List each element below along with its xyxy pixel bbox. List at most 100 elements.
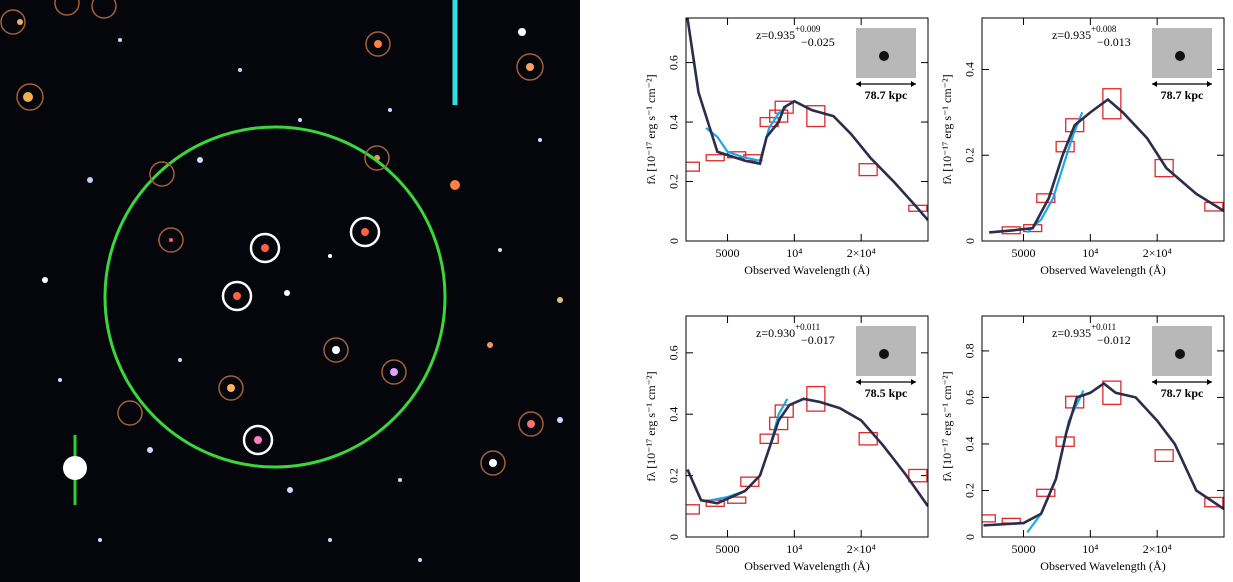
plot-frame <box>685 315 929 538</box>
redshift-label: z=0.935+0.009 <box>756 24 821 42</box>
photometry-box <box>982 514 996 523</box>
scale-label: 78.7 kpc <box>865 88 908 102</box>
photometry-box <box>727 496 747 504</box>
plot-frame <box>981 17 1225 242</box>
y-tick-label: 0.4 <box>667 407 681 422</box>
y-tick-label: 0.4 <box>963 436 977 451</box>
y-tick-label: 0.8 <box>963 343 977 358</box>
plot-area <box>989 88 1224 235</box>
y-tick-label: 0.6 <box>963 390 977 405</box>
redshift-err-plus: +0.008 <box>1091 24 1117 34</box>
scale-label: 78.7 kpc <box>1161 88 1204 102</box>
spectrum-line <box>1026 111 1084 234</box>
y-tick-label: 0.6 <box>667 345 681 360</box>
sed-panel: 5000 10⁴ 2×10⁴ 0 0.2 0.4 0.6 Observed Wavelengt… <box>644 17 929 277</box>
photometry-box <box>686 504 700 515</box>
x-tick-label: 2×10⁴ <box>1143 246 1172 260</box>
y-axis-label: fλ [10⁻¹⁷ erg s⁻¹ cm⁻²] <box>644 371 658 481</box>
photometry-box <box>705 154 725 162</box>
scale-label: 78.5 kpc <box>865 386 908 400</box>
redshift-err-plus: +0.009 <box>795 24 821 34</box>
x-axis-label: Observed Wavelength (Å) <box>744 263 869 277</box>
scale-label: 78.7 kpc <box>1161 386 1204 400</box>
redshift-value: z=0.930 <box>756 326 795 340</box>
x-axis-label: Observed Wavelength (Å) <box>1040 559 1165 573</box>
x-tick-label: 5000 <box>1012 542 1036 556</box>
model-line <box>983 381 1224 527</box>
photometry-box <box>686 161 700 172</box>
spectrum-line <box>705 106 787 162</box>
model-line <box>989 97 1224 234</box>
stars <box>17 19 563 562</box>
plot-frame <box>981 315 1225 538</box>
y-tick-label: 0.2 <box>667 468 681 483</box>
photometry-box <box>1204 496 1224 508</box>
x-tick-label: 10⁴ <box>786 246 802 260</box>
sed-panel: 5000 10⁴ 2×10⁴ 0 0.2 0.4 0.6 0.8 Observed Wavele… <box>940 315 1225 573</box>
x-tick-label: 2×10⁴ <box>847 542 876 556</box>
plot-area <box>686 18 928 222</box>
photometry-box <box>908 204 928 212</box>
cutout-galaxy <box>1175 51 1185 61</box>
cutout-galaxy <box>879 349 889 359</box>
x-tick-label: 5000 <box>1012 246 1036 260</box>
x-tick-label: 5000 <box>716 246 740 260</box>
redshift-label: z=0.935+0.011 <box>1052 322 1116 340</box>
plot-frame <box>685 17 929 242</box>
photometry-box <box>1154 449 1174 463</box>
photometry-box <box>774 100 794 114</box>
photometry-box <box>759 433 779 445</box>
redshift-err-minus: −0.012 <box>1097 333 1131 347</box>
cutout-galaxy <box>1175 349 1185 359</box>
redshift-err-minus: −0.025 <box>801 35 835 49</box>
redshift-err-minus: −0.017 <box>801 333 835 347</box>
x-tick-label: 2×10⁴ <box>847 246 876 260</box>
x-tick-label: 10⁴ <box>1082 246 1098 260</box>
photometry-box <box>1204 201 1224 212</box>
photometry-box <box>908 468 928 483</box>
x-axis-label: Observed Wavelength (Å) <box>1040 263 1165 277</box>
plot-area <box>686 385 928 515</box>
member-markers <box>221 216 381 456</box>
plot-area <box>982 380 1224 534</box>
x-tick-label: 10⁴ <box>786 542 802 556</box>
spectrum-line <box>710 398 789 502</box>
y-tick-label: 0.2 <box>667 174 681 189</box>
cutout-galaxy <box>879 51 889 61</box>
y-axis-label: fλ [10⁻¹⁷ erg s⁻¹ cm⁻²] <box>644 74 658 184</box>
bright-star <box>63 456 87 480</box>
redshift-label: z=0.930+0.011 <box>756 322 820 340</box>
y-axis-label: fλ [10⁻¹⁷ erg s⁻¹ cm⁻²] <box>940 371 954 481</box>
spectrum-line <box>1026 389 1085 534</box>
cluster-aperture <box>103 125 447 469</box>
redshift-label: z=0.935+0.008 <box>1052 24 1117 42</box>
photometry-box <box>1154 158 1174 178</box>
y-tick-label: 0 <box>667 238 681 244</box>
sed-panel: 5000 10⁴ 2×10⁴ 0 0.2 0.4 Observed Wavelength (… <box>940 17 1225 277</box>
redshift-value: z=0.935 <box>1052 28 1091 42</box>
model-line <box>686 18 928 222</box>
y-tick-label: 0.6 <box>667 55 681 70</box>
photometry-box <box>858 163 878 177</box>
redshift-err-minus: −0.013 <box>1097 35 1131 49</box>
sky-image <box>0 0 580 582</box>
redshift-err-plus: +0.011 <box>795 322 820 332</box>
x-axis-label: Observed Wavelength (Å) <box>744 559 869 573</box>
sed-panel: 5000 10⁴ 2×10⁴ 0 0.2 0.4 0.6 Observed Wavelengt… <box>644 315 929 573</box>
image-background <box>0 0 580 582</box>
y-tick-label: 0 <box>667 534 681 540</box>
y-axis-label: fλ [10⁻¹⁷ erg s⁻¹ cm⁻²] <box>940 74 954 184</box>
y-tick-label: 0.2 <box>963 483 977 498</box>
photometry-box <box>1036 488 1056 497</box>
redshift-value: z=0.935 <box>1052 326 1091 340</box>
redshift-err-plus: +0.011 <box>1091 322 1116 332</box>
y-tick-label: 0.2 <box>963 148 977 163</box>
x-tick-label: 2×10⁴ <box>1143 542 1172 556</box>
y-tick-label: 0.4 <box>963 62 977 77</box>
y-tick-label: 0.4 <box>667 115 681 130</box>
redshift-value: z=0.935 <box>756 28 795 42</box>
other-markers <box>0 0 544 476</box>
photometry-box <box>806 105 826 128</box>
